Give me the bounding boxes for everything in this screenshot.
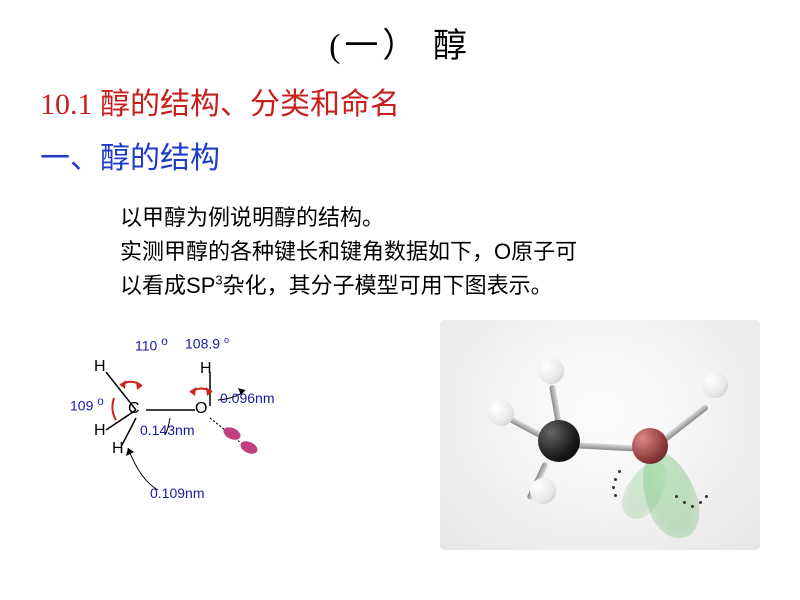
oxygen-sphere: [632, 428, 668, 464]
atom-c: C: [128, 400, 140, 418]
hydrogen-sphere: [530, 478, 556, 504]
body-line-3: 以看成SP3杂化，其分子模型可用下图表示。: [120, 269, 700, 303]
atom-h4: H: [112, 440, 124, 458]
methanol-3d-model: [440, 320, 760, 550]
length-ch-label: 0.109nm: [150, 485, 204, 501]
hydrogen-sphere: [488, 400, 514, 426]
atom-h1: H: [94, 358, 106, 376]
body-line-1: 以甲醇为例说明醇的结构。: [120, 201, 700, 235]
angle-hco-label: 109 o: [70, 395, 104, 414]
atom-o: O: [195, 400, 207, 418]
body-text: 以甲醇为例说明醇的结构。 实测甲醇的各种键长和键角数据如下，O原子可 以看成SP…: [120, 201, 700, 303]
section-number: 10.1: [40, 88, 93, 121]
hydrogen-sphere: [702, 372, 728, 398]
sub-title: 一、醇的结构: [40, 133, 760, 177]
methanol-2d-diagram: 110 o 108.9 o 109 o 0.096nm 0.143nm 0.10…: [70, 330, 330, 530]
angle-coh-label: 108.9 o: [185, 335, 229, 352]
section-name: 醇的结构、分类和命名: [100, 88, 400, 121]
atom-h2: H: [200, 360, 212, 378]
length-oh-label: 0.096nm: [220, 390, 274, 406]
length-co-label: 0.143nm: [140, 422, 194, 438]
diagram-area: 110 o 108.9 o 109 o 0.096nm 0.143nm 0.10…: [0, 330, 800, 590]
slide: (一） 醇 10.1 醇的结构、分类和命名 一、醇的结构 以甲醇为例说明醇的结构…: [0, 0, 800, 600]
atom-h3: H: [94, 422, 106, 440]
angle-hch-label: 110 o: [135, 335, 168, 354]
body-line-2: 实测甲醇的各种键长和键角数据如下，O原子可: [120, 235, 700, 269]
hydrogen-sphere: [538, 358, 564, 384]
section-title: 10.1 醇的结构、分类和命名: [40, 79, 760, 123]
bond-stick: [570, 442, 640, 452]
carbon-sphere: [538, 420, 580, 462]
slide-title: (一） 醇: [40, 18, 760, 67]
